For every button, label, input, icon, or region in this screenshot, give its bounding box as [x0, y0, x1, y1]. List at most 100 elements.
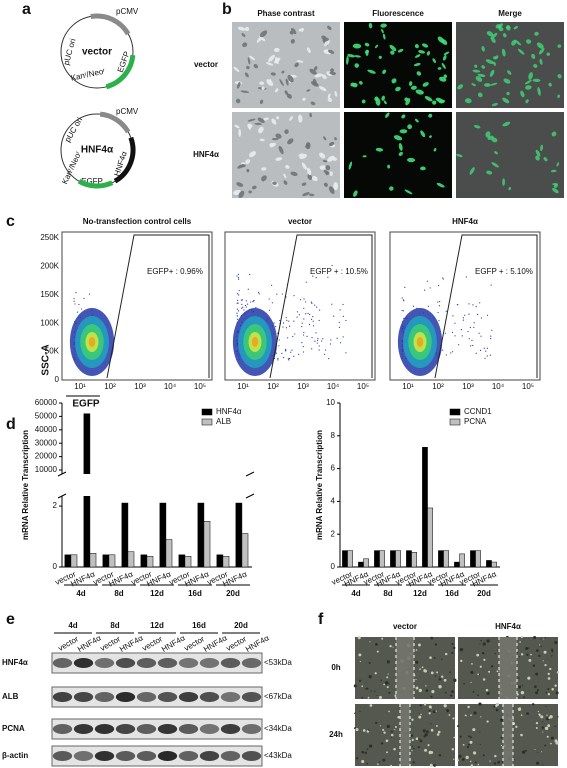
cell	[364, 42, 370, 47]
cell	[438, 99, 446, 104]
cell	[518, 677, 520, 679]
band	[115, 658, 136, 668]
cell	[284, 129, 289, 135]
cell	[289, 116, 293, 121]
cell	[457, 725, 460, 728]
event	[305, 301, 307, 303]
cell	[517, 707, 522, 711]
event	[249, 273, 251, 276]
band	[199, 658, 220, 668]
cell	[428, 709, 431, 712]
cell	[545, 726, 549, 730]
event	[284, 350, 287, 352]
cell	[381, 95, 385, 101]
cell	[285, 165, 290, 169]
cell	[543, 650, 547, 654]
cell	[380, 679, 382, 682]
cell	[499, 718, 504, 722]
axis-break	[58, 474, 256, 496]
cell	[301, 182, 307, 186]
cell	[428, 750, 432, 755]
event	[486, 347, 489, 349]
cell	[386, 751, 388, 754]
bar	[184, 556, 192, 568]
row-label: HNF4α	[193, 150, 219, 159]
cell	[302, 97, 306, 101]
bar	[178, 554, 186, 568]
event	[475, 352, 477, 354]
day-label: 4d	[68, 621, 77, 630]
cell	[287, 74, 294, 83]
cell	[544, 744, 547, 747]
cell	[353, 190, 358, 197]
event	[236, 302, 238, 304]
cell	[480, 640, 482, 642]
event	[445, 354, 447, 356]
scratch	[396, 637, 414, 699]
event	[288, 357, 291, 360]
event	[281, 293, 284, 295]
cell	[527, 676, 531, 680]
cell	[486, 691, 490, 695]
cell	[535, 721, 539, 725]
cell	[323, 136, 327, 141]
plasmid-name: HNF4α	[81, 145, 114, 156]
cell	[253, 64, 258, 69]
event	[307, 312, 309, 314]
y-tick-label: 10	[326, 398, 335, 407]
cell	[429, 135, 432, 138]
cell	[333, 182, 339, 191]
cell	[433, 764, 436, 767]
y-tick-label: 150K	[40, 290, 59, 299]
bar	[146, 556, 154, 568]
axis-label: EGFP	[72, 399, 100, 410]
cell	[324, 39, 330, 47]
event	[345, 319, 347, 322]
event	[250, 301, 252, 303]
event	[472, 304, 474, 306]
event	[403, 300, 405, 302]
cell	[313, 66, 318, 71]
cell	[386, 686, 389, 689]
cell	[557, 74, 562, 79]
cell	[532, 664, 536, 667]
cell	[453, 758, 455, 761]
size-label: <67kDa	[264, 692, 292, 701]
cell	[443, 704, 447, 708]
cell	[536, 649, 539, 653]
cell	[470, 681, 472, 684]
event	[310, 301, 313, 303]
cell	[550, 742, 552, 745]
cell	[485, 131, 491, 138]
cell	[390, 733, 394, 737]
legend-label: CCND1	[464, 407, 492, 416]
cell	[457, 84, 464, 90]
event	[305, 281, 307, 283]
event	[484, 357, 486, 360]
cell	[437, 67, 442, 70]
cell	[319, 152, 326, 159]
cell	[309, 112, 312, 118]
cell	[544, 637, 546, 639]
event	[437, 311, 439, 314]
cell	[443, 678, 447, 682]
cell	[258, 126, 264, 134]
band	[157, 692, 178, 702]
cell	[553, 183, 558, 188]
y-tick-label: 2	[53, 501, 58, 510]
cell	[382, 728, 385, 731]
break-mark	[245, 471, 255, 477]
event	[445, 310, 447, 312]
cell	[537, 714, 539, 716]
cell	[461, 758, 465, 761]
cell	[247, 118, 256, 122]
event	[268, 309, 271, 311]
cell	[526, 653, 529, 656]
cell	[378, 761, 381, 763]
group-label: 16d	[445, 589, 459, 598]
cell	[290, 38, 295, 44]
bar	[342, 550, 348, 568]
cell	[245, 159, 251, 165]
cell	[369, 641, 371, 643]
band	[73, 751, 94, 761]
